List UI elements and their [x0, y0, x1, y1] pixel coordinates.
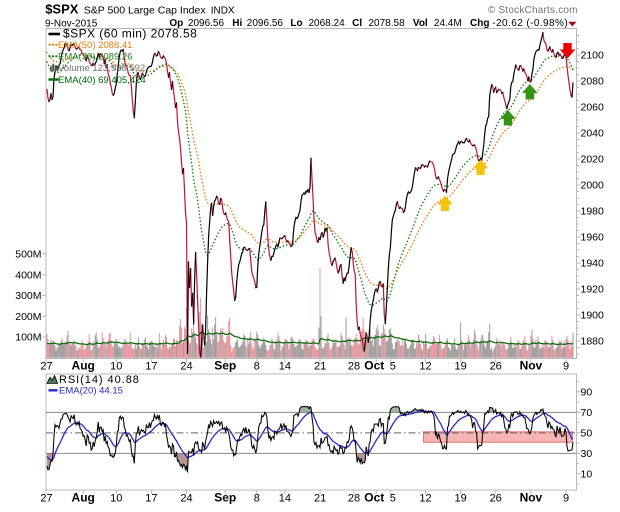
- svg-text:1900: 1900: [581, 310, 605, 322]
- svg-text:Oct: Oct: [364, 359, 384, 373]
- svg-text:1960: 1960: [581, 232, 605, 244]
- svg-text:EMA(20) 44.15: EMA(20) 44.15: [59, 386, 123, 397]
- svg-text:© StockCharts.com: © StockCharts.com: [488, 5, 578, 16]
- svg-text:10: 10: [581, 469, 593, 481]
- svg-text:8: 8: [254, 361, 260, 373]
- svg-text:10: 10: [110, 493, 122, 505]
- svg-text:30: 30: [581, 448, 593, 460]
- svg-text:17: 17: [145, 493, 157, 505]
- svg-text:S&P 500 Large Cap Index: S&P 500 Large Cap Index: [84, 4, 207, 16]
- svg-text:Nov: Nov: [520, 359, 543, 373]
- svg-text:1880: 1880: [581, 336, 605, 348]
- svg-text:90: 90: [581, 387, 593, 399]
- svg-text:19: 19: [454, 493, 466, 505]
- svg-text:Aug: Aug: [72, 359, 95, 373]
- svg-text:EMA(30) 2089.26: EMA(30) 2089.26: [58, 52, 132, 63]
- svg-text:100M: 100M: [15, 332, 41, 344]
- svg-text:12: 12: [419, 493, 431, 505]
- svg-text:9: 9: [563, 493, 569, 505]
- svg-text:2080: 2080: [581, 76, 605, 88]
- svg-text:27: 27: [40, 493, 52, 505]
- svg-text:9-Nov-2015: 9-Nov-2015: [45, 18, 98, 29]
- svg-text:21: 21: [314, 361, 326, 373]
- svg-text:26: 26: [490, 361, 502, 373]
- svg-text:Nov: Nov: [520, 491, 543, 505]
- svg-text:5: 5: [390, 493, 396, 505]
- svg-text:17: 17: [145, 361, 157, 373]
- svg-text:2040: 2040: [581, 128, 605, 140]
- svg-text:10: 10: [110, 361, 122, 373]
- svg-text:Volume 123,938,592: Volume 123,938,592: [58, 63, 145, 74]
- svg-text:50: 50: [581, 428, 593, 440]
- svg-text:1940: 1940: [581, 258, 605, 270]
- svg-text:14: 14: [279, 361, 291, 373]
- svg-text:1920: 1920: [581, 284, 605, 296]
- svg-text:19: 19: [454, 361, 466, 373]
- svg-text:8: 8: [254, 493, 260, 505]
- svg-text:Aug: Aug: [72, 491, 95, 505]
- svg-text:2020: 2020: [581, 154, 605, 166]
- svg-text:RSI(14) 40.88: RSI(14) 40.88: [59, 374, 140, 386]
- svg-text:9: 9: [563, 361, 569, 373]
- svg-text:EMA(40) 69,405,424: EMA(40) 69,405,424: [58, 75, 146, 86]
- svg-text:500M: 500M: [15, 249, 41, 261]
- svg-text:1980: 1980: [581, 206, 605, 218]
- svg-text:26: 26: [490, 493, 502, 505]
- svg-text:$SPX (60 min) 2078.58: $SPX (60 min) 2078.58: [63, 27, 197, 41]
- svg-text:200M: 200M: [15, 311, 41, 323]
- svg-text:400M: 400M: [15, 269, 41, 281]
- svg-text:Sep: Sep: [214, 491, 236, 505]
- svg-text:27: 27: [40, 361, 52, 373]
- svg-text:12: 12: [419, 361, 431, 373]
- svg-text:EMA(50) 2088.41: EMA(50) 2088.41: [58, 40, 132, 51]
- svg-text:2060: 2060: [581, 102, 605, 114]
- svg-text:70: 70: [581, 407, 593, 419]
- svg-text:$SPX: $SPX: [45, 1, 79, 16]
- svg-text:24: 24: [180, 493, 192, 505]
- svg-text:14: 14: [279, 493, 291, 505]
- svg-text:28: 28: [348, 493, 360, 505]
- svg-text:INDX: INDX: [211, 5, 235, 16]
- svg-text:Sep: Sep: [214, 359, 236, 373]
- svg-text:5: 5: [390, 361, 396, 373]
- svg-text:2000: 2000: [581, 180, 605, 192]
- svg-text:24: 24: [180, 361, 192, 373]
- svg-text:300M: 300M: [15, 290, 41, 302]
- svg-text:28: 28: [348, 361, 360, 373]
- svg-text:21: 21: [314, 493, 326, 505]
- svg-text:Oct: Oct: [364, 491, 384, 505]
- svg-text:2100: 2100: [581, 50, 605, 62]
